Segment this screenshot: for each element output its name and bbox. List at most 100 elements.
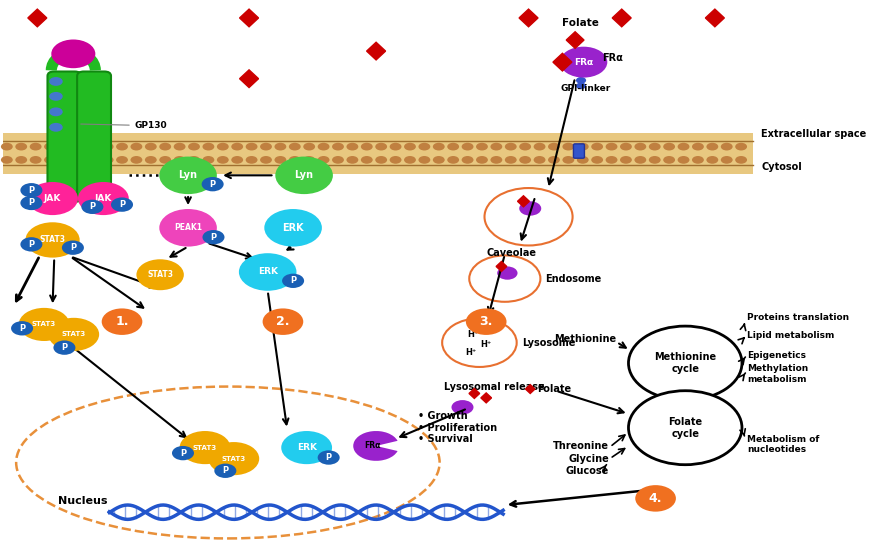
Circle shape [678,143,689,150]
Circle shape [78,182,129,215]
Text: ERK: ERK [258,268,278,276]
Circle shape [1,156,12,164]
Circle shape [173,156,186,164]
Text: 1.: 1. [115,315,128,328]
Text: Threonine: Threonine [553,441,609,451]
Circle shape [447,156,459,164]
Circle shape [275,157,333,194]
Text: Folate: Folate [563,18,599,28]
Circle shape [605,143,618,150]
Text: 3.: 3. [480,315,493,328]
Circle shape [260,156,272,164]
Circle shape [576,71,586,78]
Text: STAT3: STAT3 [32,321,57,327]
Circle shape [720,143,733,150]
Circle shape [246,143,258,150]
Circle shape [563,143,574,150]
Circle shape [111,198,133,212]
Polygon shape [518,196,529,207]
Circle shape [15,143,27,150]
Polygon shape [566,32,584,48]
Circle shape [332,143,344,150]
Circle shape [172,446,194,460]
Circle shape [304,143,315,150]
Text: FRα: FRα [365,441,381,450]
Circle shape [58,156,70,164]
Text: FRα: FRα [602,53,623,63]
Circle shape [462,143,473,150]
Circle shape [591,156,603,164]
Circle shape [692,156,704,164]
Text: P: P [211,233,217,241]
Circle shape [44,156,56,164]
Polygon shape [27,9,47,27]
Text: Methionine
cycle: Methionine cycle [654,352,716,374]
Circle shape [203,143,214,150]
Circle shape [692,143,704,150]
Circle shape [49,318,99,351]
Text: PEAK1: PEAK1 [174,223,202,233]
Circle shape [451,400,473,415]
Circle shape [735,156,747,164]
Circle shape [73,143,85,150]
Circle shape [214,463,236,478]
Circle shape [620,156,632,164]
Text: Folate: Folate [537,384,571,394]
Text: Glycine: Glycine [568,453,609,463]
Circle shape [203,230,225,244]
Circle shape [519,201,542,216]
Polygon shape [366,42,386,60]
Circle shape [404,143,416,150]
Circle shape [635,156,646,164]
Text: H⁺: H⁺ [466,348,477,357]
Circle shape [548,143,560,150]
Circle shape [145,143,157,150]
Circle shape [217,156,228,164]
Circle shape [50,108,63,116]
Text: Endosome: Endosome [545,274,602,284]
Text: Lipid metabolism: Lipid metabolism [747,331,835,340]
Circle shape [102,143,113,150]
Circle shape [628,391,742,465]
Circle shape [361,156,373,164]
Circle shape [130,143,142,150]
Text: • Growth
• Proliferation
• Survival: • Growth • Proliferation • Survival [419,411,497,445]
Circle shape [260,143,272,150]
Circle shape [433,156,444,164]
Text: P: P [28,199,35,208]
Circle shape [231,156,243,164]
Circle shape [548,156,560,164]
Circle shape [404,156,416,164]
Polygon shape [526,385,535,393]
Circle shape [44,143,56,150]
Circle shape [591,143,603,150]
FancyBboxPatch shape [48,72,81,202]
Polygon shape [496,261,507,271]
Text: ERK: ERK [282,223,304,233]
Circle shape [88,143,99,150]
Circle shape [173,143,186,150]
Circle shape [462,156,473,164]
Circle shape [720,156,733,164]
Circle shape [577,156,589,164]
Circle shape [202,177,224,191]
Circle shape [102,309,142,335]
FancyBboxPatch shape [77,72,111,202]
Polygon shape [553,53,572,71]
Circle shape [208,442,259,475]
Text: Folate
cycle: Folate cycle [668,417,703,438]
Circle shape [389,143,402,150]
Circle shape [30,143,42,150]
Text: 4.: 4. [649,492,662,505]
Circle shape [318,450,340,465]
Text: H⁺: H⁺ [467,330,478,340]
Wedge shape [353,431,397,461]
Circle shape [50,77,63,86]
Circle shape [419,143,430,150]
Circle shape [519,156,531,164]
Circle shape [282,274,304,288]
Text: STAT3: STAT3 [221,456,246,462]
Circle shape [735,143,747,150]
Text: H⁺: H⁺ [481,340,492,349]
Circle shape [20,237,42,251]
